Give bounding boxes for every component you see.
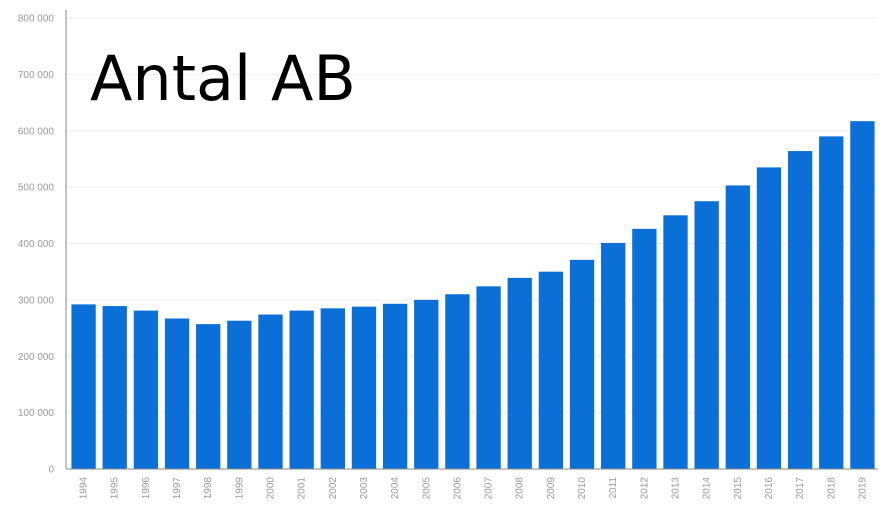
y-tick-label: 0 [48, 465, 54, 476]
bar-1996 [133, 310, 159, 469]
x-tick-label: 2000 [266, 477, 277, 500]
bar-1995 [102, 306, 127, 469]
bar-2003 [351, 306, 377, 469]
x-tick-label: 1995 [110, 477, 121, 500]
y-tick-label: 300 000 [18, 295, 55, 306]
chart-title: Antal AB [90, 42, 356, 115]
x-tick-label: 2010 [577, 477, 588, 500]
x-tick-label: 1996 [141, 477, 152, 500]
y-tick-label: 200 000 [18, 352, 55, 363]
x-tick-label: 2017 [795, 477, 806, 500]
bars [71, 121, 875, 470]
bar-2007 [476, 286, 501, 469]
x-tick-label: 2008 [515, 477, 526, 500]
axes [65, 10, 878, 470]
y-tick-label: 800 000 [18, 14, 55, 25]
x-tick-label: 1994 [79, 477, 90, 500]
x-tick-label: 2012 [639, 477, 650, 500]
x-tick-label: 1997 [172, 477, 183, 500]
x-tick-label: 2016 [764, 477, 775, 500]
x-tick-label: 2009 [546, 477, 557, 500]
x-tick-label: 2011 [608, 477, 619, 499]
y-tick-label: 500 000 [18, 183, 55, 194]
bar-2006 [445, 294, 470, 469]
bar-2019 [850, 121, 875, 470]
bar-2010 [569, 259, 595, 469]
x-tick-label: 2014 [702, 477, 713, 500]
x-tick-label: 1998 [203, 477, 214, 500]
x-tick-labels: 1994 1995 1996 1997 1998 1999 2000 2001 2002 2003… [79, 477, 869, 500]
bar-2000 [258, 314, 283, 469]
bar-1999 [227, 320, 252, 469]
x-tick-label: 2013 [671, 477, 682, 500]
y-tick-label: 700 000 [18, 70, 55, 81]
bar-2017 [787, 151, 813, 470]
bar-2013 [663, 215, 688, 469]
x-tick-label: 2006 [452, 477, 463, 500]
x-tick-label: 2015 [733, 477, 744, 500]
y-tick-labels: 0 100 000 200 000 300 000 400 000 500 000 600 … [18, 14, 55, 476]
bar-2004 [382, 303, 408, 469]
x-tick-label: 2018 [826, 477, 837, 500]
bar-2018 [819, 136, 844, 469]
bar-1994 [71, 304, 96, 469]
bar-2001 [289, 310, 314, 469]
bar-2009 [538, 271, 564, 469]
x-tick-label: 2002 [328, 477, 339, 500]
bar-2016 [756, 167, 782, 469]
bar-2015 [725, 185, 750, 469]
y-tick-label: 400 000 [18, 239, 55, 250]
bar-2014 [694, 201, 719, 469]
bar-2008 [507, 277, 532, 469]
x-tick-label: 2005 [421, 477, 432, 500]
bar-2012 [632, 228, 657, 469]
bar-1997 [164, 318, 190, 469]
x-tick-label: 2004 [390, 477, 401, 500]
x-tick-label: 1999 [234, 477, 245, 500]
x-tick-label: 2007 [484, 477, 495, 500]
bar-1998 [196, 324, 221, 469]
y-tick-label: 600 000 [18, 126, 55, 137]
x-tick-label: 2001 [297, 477, 308, 500]
x-tick-label: 2019 [857, 477, 868, 500]
bar-2002 [320, 308, 345, 469]
bar-2005 [414, 299, 439, 470]
x-tick-label: 2003 [359, 477, 370, 500]
y-tick-label: 100 000 [18, 408, 55, 419]
bar-2011 [601, 242, 626, 469]
